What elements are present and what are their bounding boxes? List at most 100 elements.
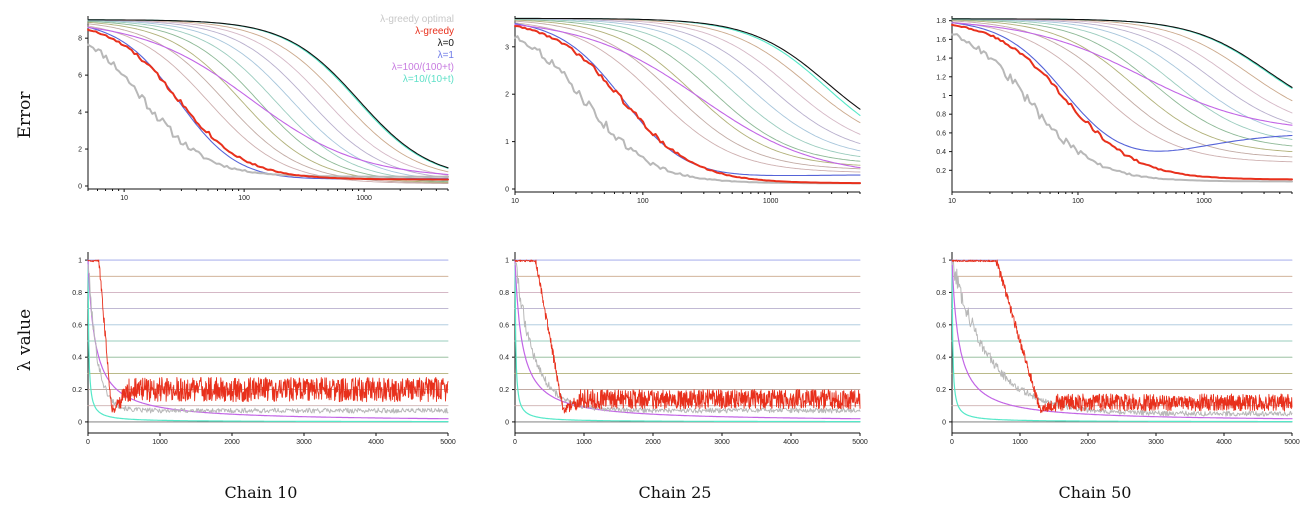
legend-item-decay-10: λ=10/(10+t) — [403, 74, 454, 85]
y-tick-label: 1 — [505, 139, 509, 146]
caption-chain-10: Chain 10 — [225, 483, 298, 502]
series-lambda-greedy — [87, 259, 449, 414]
x-tick-label: 1000 — [1196, 198, 1212, 205]
legend-item-greedy: λ-greedy — [415, 26, 454, 37]
error-chain-10: 10 100 1000 0 2 4 6 8 — [78, 16, 449, 202]
series-fixed-lambda — [87, 21, 449, 183]
series-fixed-lambda — [514, 22, 861, 173]
y-tick-label: 1 — [505, 258, 509, 265]
series-fixed-lambda — [87, 20, 449, 182]
y-tick-label: 0 — [78, 184, 82, 191]
y-tick-label: 0.2 — [936, 168, 946, 175]
x-tick-label: 10 — [511, 198, 519, 205]
x-tick-label: 1000 — [356, 195, 372, 202]
y-tick-label: 0.2 — [936, 387, 946, 394]
y-tick-label: 1 — [78, 258, 82, 265]
y-tick-label: 2 — [505, 92, 509, 99]
series-greedy-optimal — [951, 259, 1293, 417]
series-fixed-lambda — [951, 19, 1293, 147]
x-tick-label: 0 — [950, 439, 954, 446]
series-decay-10 — [514, 259, 861, 423]
x-tick-label: 3000 — [714, 439, 730, 446]
caption-chain-50: Chain 50 — [1059, 483, 1132, 502]
series-lambda-0 — [514, 17, 861, 110]
series-greedy-optimal — [514, 262, 861, 414]
series-fixed-lambda — [514, 18, 861, 162]
series-fixed-lambda — [87, 19, 449, 180]
y-tick-label: 0.2 — [72, 387, 82, 394]
series-greedy-optimal — [87, 264, 449, 414]
y-tick-label: 1.4 — [936, 56, 946, 63]
error-chain-25: 10 100 1000 0 1 2 3 — [505, 16, 861, 205]
x-tick-label: 10 — [120, 195, 128, 202]
y-tick-label: 0 — [505, 187, 509, 194]
series-lambda-0 — [87, 19, 449, 169]
y-tick-label: 0.8 — [936, 112, 946, 119]
error-chain-50: 10 100 1000 0.2 0.4 0.6 0.8 1 1.2 1.4 1.6 1.8 — [936, 16, 1293, 205]
series-decay-100 — [514, 24, 861, 169]
lambda-chain-25: 0 1000 2000 3000 4000 5000 0 0.2 0.4 0.6 0.8 1 — [499, 252, 868, 446]
series-decay-10 — [87, 259, 449, 423]
lambda-chain-50: 0 1000 2000 3000 4000 5000 0 0.2 0.4 0.6 0.8 1 — [936, 252, 1300, 446]
series-fixed-lambda — [951, 18, 1293, 140]
legend-item-decay-100: λ=100/(100+t) — [392, 62, 454, 73]
series-fixed-lambda — [87, 19, 449, 176]
x-tick-label: 1000 — [152, 439, 168, 446]
caption-chain-25: Chain 25 — [639, 483, 712, 502]
y-tick-label: 8 — [78, 36, 82, 43]
row-label-error: Error — [15, 91, 35, 139]
legend-item-lambda-1: λ=1 — [438, 50, 455, 61]
y-tick-label: 1.8 — [936, 18, 946, 25]
y-tick-label: 0.4 — [499, 355, 509, 362]
y-tick-label: 1 — [942, 93, 946, 100]
series-fixed-lambda — [514, 18, 861, 152]
y-tick-label: 0 — [78, 419, 82, 426]
y-tick-label: 0.8 — [72, 290, 82, 297]
series-fixed-lambda — [514, 18, 861, 157]
x-tick-label: 2000 — [224, 439, 240, 446]
x-tick-label: 5000 — [440, 439, 456, 446]
y-tick-label: 1.6 — [936, 37, 946, 44]
y-tick-label: 0.4 — [72, 355, 82, 362]
legend-item-lambda-0: λ=0 — [438, 38, 455, 49]
series-decay-100 — [951, 22, 1293, 126]
series-decay-100 — [951, 259, 1293, 420]
x-tick-label: 0 — [513, 439, 517, 446]
series-greedy-optimal — [87, 43, 449, 178]
x-tick-label: 2000 — [1080, 439, 1096, 446]
x-tick-label: 4000 — [368, 439, 384, 446]
series-fixed-lambda — [87, 23, 449, 184]
lambda-chain-10: 0 1000 2000 3000 4000 5000 0 0.2 0.4 0.6 0.8 1 — [72, 252, 456, 446]
series-decay-100 — [87, 259, 449, 420]
y-tick-label: 0.6 — [72, 322, 82, 329]
x-tick-label: 4000 — [1216, 439, 1232, 446]
series-decay-10 — [87, 19, 449, 169]
series-fixed-lambda — [951, 19, 1293, 153]
y-tick-label: 0.8 — [499, 290, 509, 297]
y-tick-label: 0.4 — [936, 355, 946, 362]
series-lambda-greedy — [951, 259, 1293, 414]
y-tick-label: 0.8 — [936, 290, 946, 297]
y-tick-label: 1.2 — [936, 74, 946, 81]
x-tick-label: 100 — [238, 195, 250, 202]
y-tick-label: 0.2 — [499, 387, 509, 394]
series-lambda-greedy — [514, 259, 861, 414]
series-fixed-lambda — [87, 20, 449, 183]
y-tick-label: 0.6 — [936, 130, 946, 137]
series-decay-100 — [87, 26, 449, 176]
y-tick-label: 0.4 — [936, 149, 946, 156]
x-tick-label: 2000 — [645, 439, 661, 446]
x-tick-label: 100 — [637, 198, 649, 205]
y-tick-label: 0.6 — [936, 322, 946, 329]
series-fixed-lambda — [514, 20, 861, 170]
legend-item-greedy-optimal: λ-greedy optimal — [380, 14, 454, 25]
x-tick-label: 10 — [948, 198, 956, 205]
x-tick-label: 1000 — [576, 439, 592, 446]
series-lambda-greedy — [87, 28, 449, 181]
x-tick-label: 3000 — [1148, 439, 1164, 446]
y-tick-label: 1 — [942, 258, 946, 265]
row-label-lambda: λ value — [15, 309, 35, 371]
x-tick-label: 1000 — [763, 198, 779, 205]
